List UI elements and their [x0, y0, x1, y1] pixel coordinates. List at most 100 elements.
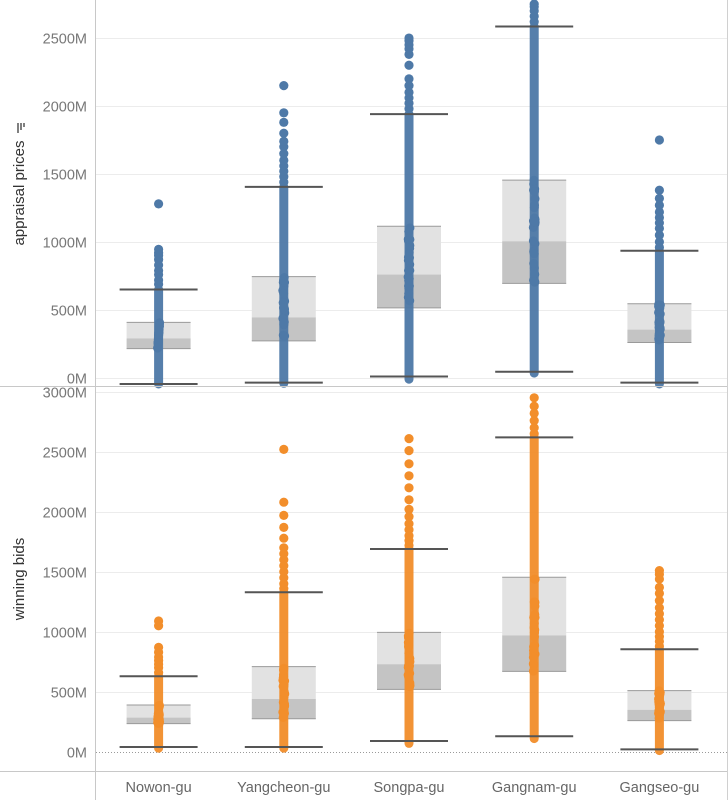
data-point [529, 249, 539, 259]
data-point [530, 194, 540, 204]
data-point [154, 700, 164, 710]
data-point [279, 288, 289, 298]
outlier-point [654, 207, 665, 217]
outlier-point [154, 199, 164, 209]
outlier-point [404, 495, 414, 505]
data-point [403, 642, 413, 652]
outlier-point [279, 543, 289, 553]
outlier-point [279, 522, 289, 533]
outlier-point [279, 533, 289, 543]
outlier-point [279, 155, 289, 165]
data-point [279, 318, 289, 328]
y-tick-label: 2000M [43, 506, 87, 522]
outlier-point [404, 74, 414, 84]
y-axis-title: winning bids [11, 538, 28, 622]
y-tick-label: 1500M [43, 168, 87, 184]
data-point [529, 175, 539, 185]
outlier-point [279, 148, 289, 159]
outlier-point [654, 200, 665, 210]
y-tick-label: 2500M [43, 32, 87, 48]
outlier-point [279, 81, 289, 91]
data-point [530, 269, 540, 279]
sort-icon [17, 123, 25, 133]
points-layer [153, 0, 665, 756]
data-point [529, 200, 539, 210]
data-point [279, 681, 289, 691]
data-point [529, 628, 539, 638]
data-point [530, 609, 540, 619]
outlier-point [529, 393, 539, 403]
y-tick-label: 2000M [43, 100, 87, 116]
data-point [530, 217, 540, 227]
outlier-point [279, 444, 289, 454]
outlier-point [404, 87, 414, 98]
data-point [654, 321, 664, 331]
x-category-label: Nowon-gu [126, 780, 192, 796]
outlier-point [404, 33, 414, 43]
data-point [405, 234, 415, 244]
data-point [404, 249, 414, 259]
data-point [528, 652, 538, 662]
data-point [403, 265, 413, 275]
outlier-point [404, 471, 414, 481]
x-category-label: Gangseo-gu [619, 780, 699, 796]
data-point [278, 712, 288, 722]
data-point [154, 319, 164, 329]
y-tick-label: 0M [67, 372, 87, 388]
outlier-point [404, 459, 414, 469]
outlier-point [404, 519, 414, 529]
outlier-point [654, 582, 665, 593]
y-axis-title: appraisal prices [11, 140, 28, 245]
data-point [530, 277, 540, 287]
y-tick-label: 0M [67, 746, 87, 762]
outlier-point [404, 81, 414, 91]
outlier-point [654, 135, 665, 145]
outlier-point [404, 60, 414, 70]
y-tick-label: 500M [51, 304, 87, 320]
x-category-label: Yangcheon-gu [237, 780, 330, 796]
outlier-point [529, 423, 539, 433]
data-point [280, 701, 290, 711]
data-point [654, 709, 664, 719]
outlier-point [654, 230, 665, 240]
data-point [529, 660, 539, 670]
data-point [280, 331, 290, 341]
outlier-point [154, 642, 164, 653]
data-point [404, 672, 414, 682]
data-point [404, 274, 414, 284]
y-tick-label: 500M [51, 686, 87, 702]
outlier-point [529, 416, 539, 426]
data-point [655, 309, 665, 319]
outlier-point [654, 185, 665, 195]
data-point [278, 303, 288, 313]
outlier-point [154, 244, 164, 255]
labels-layer: 0M 500M 1000M 1500M 2000M 2500M appraisal pric… [11, 32, 699, 797]
data-point [153, 712, 163, 722]
outlier-point [154, 616, 164, 626]
data-point [404, 227, 414, 237]
data-point [654, 331, 664, 341]
outlier-point [404, 434, 414, 444]
data-point [529, 259, 539, 269]
outlier-point [279, 136, 289, 146]
outlier-point [654, 603, 665, 613]
outlier-point [404, 511, 414, 522]
outlier-point [529, 0, 539, 9]
outlier-point [404, 483, 414, 493]
outlier-point [279, 117, 289, 127]
data-point [528, 666, 538, 676]
y-tick-label: 1000M [43, 626, 87, 642]
data-point [153, 338, 163, 348]
outlier-point [279, 497, 289, 507]
box-layer [126, 179, 692, 725]
data-point [279, 275, 289, 285]
data-point [404, 628, 414, 638]
y-tick-label: 3000M [43, 386, 87, 402]
data-point [404, 281, 414, 291]
y-tick-label: 1500M [43, 566, 87, 582]
outlier-point [654, 237, 665, 247]
data-point [528, 236, 538, 246]
outlier-point [529, 408, 539, 418]
